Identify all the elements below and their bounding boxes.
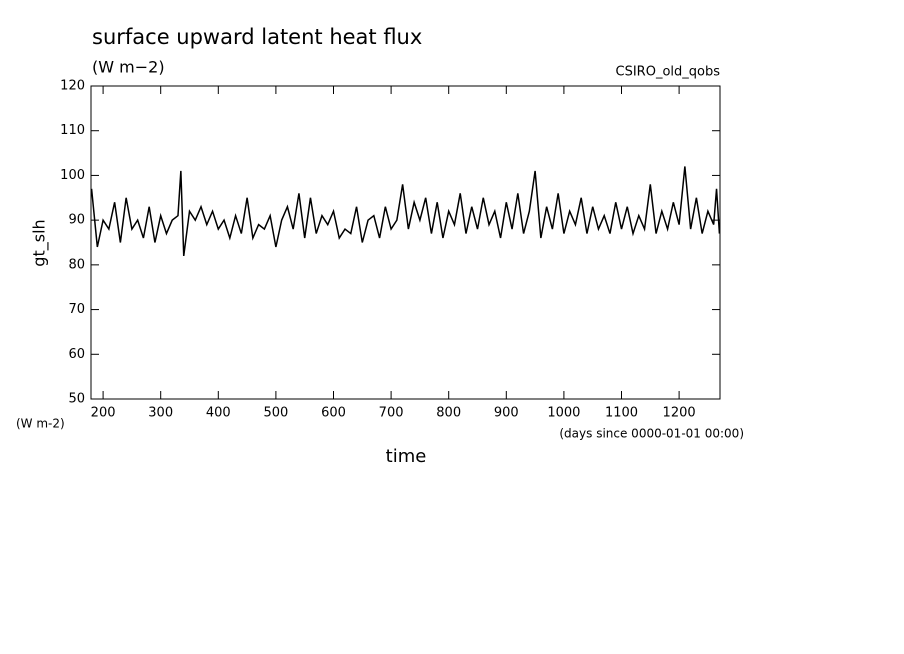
data-line [90, 166, 721, 257]
x-tick-label: 800 [436, 406, 461, 421]
y-tick-label: 110 [60, 123, 85, 138]
y-tick-label: 120 [60, 79, 85, 94]
chart-title: surface upward latent heat flux [92, 25, 422, 49]
x-tick-label: 200 [91, 406, 116, 421]
y-units: (W m-2) [16, 417, 65, 431]
y-tick-label: 70 [68, 302, 85, 317]
x-tick-label: 1000 [547, 406, 580, 421]
plot-frame [90, 85, 721, 400]
x-tick-label: 1100 [605, 406, 638, 421]
annotation: CSIRO_old_qobs [616, 65, 721, 80]
x-tick-label: 1200 [663, 406, 696, 421]
x-tick-label: 500 [263, 406, 288, 421]
y-tick-label: 80 [68, 257, 85, 272]
chart-subtitle: (W m−2) [92, 58, 165, 77]
y-tick-label: 50 [68, 392, 85, 407]
x-tick-label: 600 [321, 406, 346, 421]
y-axis-label: gt_slh [30, 219, 50, 266]
y-tick-label: 100 [60, 168, 85, 183]
y-tick-label: 90 [68, 213, 85, 228]
x-axis-label: time [386, 446, 427, 467]
x-tick-label: 700 [379, 406, 404, 421]
x-units: (days since 0000-01-01 00:00) [559, 427, 744, 441]
x-tick-label: 400 [206, 406, 231, 421]
y-tick-label: 60 [68, 347, 85, 362]
x-tick-label: 300 [148, 406, 173, 421]
x-tick-label: 900 [494, 406, 519, 421]
